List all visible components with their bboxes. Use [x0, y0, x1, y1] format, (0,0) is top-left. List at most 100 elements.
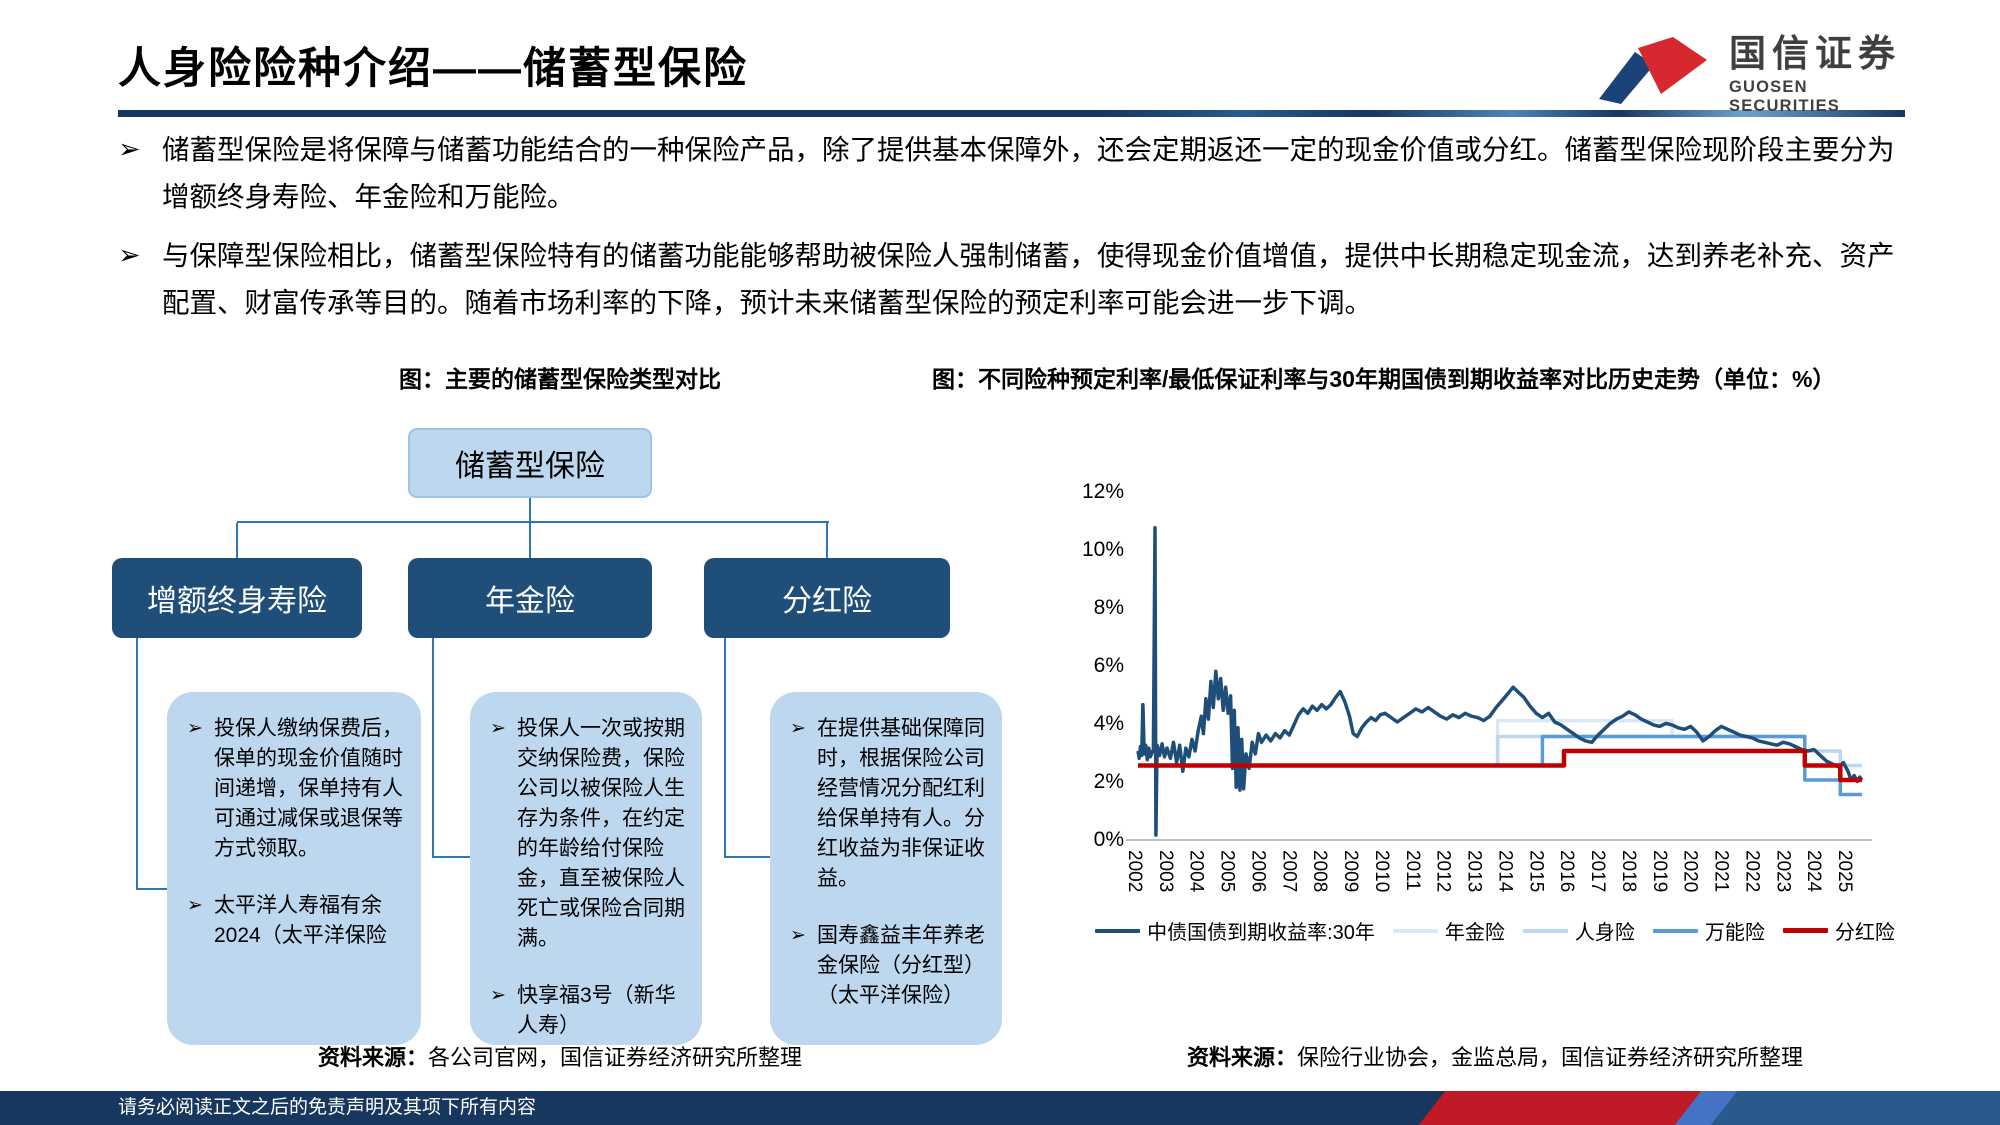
- arrow-bullet-icon: ➢: [187, 895, 203, 916]
- x-tick-label: 2018: [1618, 850, 1639, 892]
- x-tick-label: 2010: [1371, 850, 1392, 892]
- guosen-logo-icon: [1593, 35, 1715, 116]
- legend-label: 分红险: [1834, 922, 1895, 944]
- x-tick-label: 2002: [1124, 850, 1145, 892]
- y-tick-label: 10%: [1082, 538, 1124, 561]
- detail-text: 投保人缴纳保费后，保单的现金价值随时间递增，保单持有人可通过减保或退保等方式领取…: [214, 717, 403, 860]
- detail-point: ➢ 投保人缴纳保费后，保单的现金价值随时间递增，保单持有人可通过减保或退保等方式…: [187, 714, 405, 864]
- left-figure-caption: 图：主要的储蓄型保险类型对比: [399, 366, 721, 392]
- detail-box-participating: ➢ 在提供基础保障同时，根据保险公司经营情况分配红利给保单持有人。分红收益为非保…: [770, 692, 1002, 1045]
- y-tick-label: 0%: [1094, 828, 1124, 851]
- bullet-item: ➢ 储蓄型保险是将保障与储蓄功能结合的一种保险产品，除了提供基本保障外，还会定期…: [118, 126, 1910, 220]
- series-line-分红险: [1138, 748, 1862, 783]
- x-tick-label: 2013: [1464, 850, 1485, 892]
- legend-swatch: [1392, 928, 1438, 933]
- left-source-note: 资料来源：各公司官网，国信证券经济研究所整理: [110, 1040, 1010, 1072]
- detail-point: ➢ 国寿鑫益丰年养老金保险（分红型）（太平洋保险）: [790, 921, 986, 1011]
- right-source-note: 资料来源：保险行业协会，金监总局，国信证券经济研究所整理: [1080, 1040, 1910, 1072]
- page-title: 人身险险种介绍——储蓄型保险: [118, 45, 748, 93]
- detail-box-annuity: ➢ 投保人一次或按期交纳保险费，保险公司以被保险人生存为条件，在约定的年龄给付保…: [470, 692, 702, 1045]
- connector-elbow: [432, 638, 470, 858]
- y-tick-label: 2%: [1094, 770, 1124, 793]
- legend-item: 分红险: [1782, 916, 1895, 945]
- legend-item: 中债国债到期收益率:30年: [1095, 916, 1375, 945]
- y-tick-label: 6%: [1094, 654, 1124, 677]
- detail-text: 快享福3号（新华人寿）: [517, 984, 676, 1037]
- arrow-bullet-icon: ➢: [490, 985, 506, 1006]
- x-tick-label: 2017: [1587, 850, 1608, 892]
- source-text: 各公司官网，国信证券经济研究所整理: [428, 1045, 803, 1070]
- x-tick-label: 2024: [1803, 850, 1824, 893]
- connector-elbow: [136, 638, 167, 890]
- arrow-bullet-icon: ➢: [790, 925, 806, 946]
- x-tick-label: 2005: [1217, 850, 1238, 892]
- legend-swatch: [1095, 928, 1141, 933]
- x-tick-label: 2019: [1649, 850, 1670, 892]
- connector-line: [529, 523, 531, 558]
- detail-text: 太平洋人寿福有余2024（太平洋保险: [214, 894, 387, 947]
- branch-node-annuity: 年金险: [408, 558, 652, 638]
- arrow-bullet-icon: ➢: [118, 240, 141, 270]
- legend-label: 年金险: [1444, 922, 1505, 944]
- x-tick-label: 2009: [1340, 850, 1361, 892]
- legend-item: 万能险: [1652, 916, 1765, 945]
- arrow-bullet-icon: ➢: [187, 718, 203, 739]
- chart-legend: 中债国债到期收益率:30年 年金险 人身险 万能险 分红险: [1080, 916, 1910, 945]
- legend-swatch: [1652, 928, 1698, 933]
- footer-disclaimer: 请务必阅读正文之后的免责声明及其项下所有内容: [118, 1097, 537, 1118]
- connector-line: [529, 498, 531, 521]
- source-text: 保险行业协会，金监总局，国信证券经济研究所整理: [1297, 1045, 1804, 1070]
- x-tick-label: 2025: [1834, 850, 1855, 892]
- legend-swatch: [1522, 928, 1568, 933]
- y-tick-label: 12%: [1082, 480, 1124, 503]
- logo-text: 国信证券 GUOSEN SECURITIES: [1729, 34, 1913, 116]
- y-tick-label: 4%: [1094, 712, 1124, 735]
- detail-point: ➢ 在提供基础保障同时，根据保险公司经营情况分配红利给保单持有人。分红收益为非保…: [790, 714, 986, 894]
- source-label: 资料来源：: [1186, 1045, 1297, 1070]
- legend-item: 人身险: [1522, 916, 1635, 945]
- x-tick-label: 2004: [1186, 850, 1207, 893]
- arrow-bullet-icon: ➢: [790, 718, 806, 739]
- legend-label: 中债国债到期收益率:30年: [1147, 922, 1375, 944]
- right-figure-caption: 图：不同险种预定利率/最低保证利率与30年期国债到期收益率对比历史走势（单位：%…: [932, 366, 1836, 392]
- arrow-bullet-icon: ➢: [118, 134, 141, 164]
- x-tick-label: 2023: [1772, 850, 1793, 892]
- x-tick-label: 2008: [1309, 850, 1330, 892]
- x-tick-label: 2016: [1556, 850, 1577, 892]
- legend-swatch: [1782, 928, 1828, 933]
- detail-box-whole-life: ➢ 投保人缴纳保费后，保单的现金价值随时间递增，保单持有人可通过减保或退保等方式…: [167, 692, 421, 1045]
- detail-text: 投保人一次或按期交纳保险费，保险公司以被保险人生存为条件，在约定的年龄给付保险金…: [517, 717, 685, 950]
- series-line-中债国债到期收益率:30年: [1136, 525, 1864, 837]
- x-tick-label: 2012: [1433, 850, 1454, 892]
- legend-label: 万能险: [1704, 922, 1765, 944]
- title-divider: [118, 110, 1905, 117]
- bullet-text: 与保障型保险相比，储蓄型保险特有的储蓄功能能够帮助被保险人强制储蓄，使得现金价值…: [162, 240, 1895, 318]
- x-tick-label: 2011: [1402, 850, 1423, 891]
- x-tick-label: 2015: [1525, 850, 1546, 892]
- connector-line: [826, 523, 828, 558]
- logo-name-en: GUOSEN SECURITIES: [1729, 78, 1841, 115]
- detail-text: 国寿鑫益丰年养老金保险（分红型）（太平洋保险）: [817, 924, 985, 1007]
- connector-line: [237, 521, 829, 523]
- legend-item: 年金险: [1392, 916, 1505, 945]
- detail-point: ➢ 快享福3号（新华人寿）: [490, 981, 686, 1041]
- detail-point: ➢ 投保人一次或按期交纳保险费，保险公司以被保险人生存为条件，在约定的年龄给付保…: [490, 714, 686, 954]
- flowchart-root-node: 储蓄型保险: [408, 428, 652, 498]
- legend-label: 人身险: [1574, 922, 1635, 944]
- line-chart: 0% 2% 4% 6% 8% 10% 12% 2002 2003 2004 2005 2006 2007…: [1082, 480, 1872, 893]
- bullet-item: ➢ 与保障型保险相比，储蓄型保险特有的储蓄功能能够帮助被保险人强制储蓄，使得现金…: [118, 232, 1910, 326]
- x-tick-label: 2022: [1741, 850, 1762, 892]
- footer-decor-blue: [1706, 1091, 2000, 1125]
- x-tick-label: 2020: [1680, 850, 1701, 892]
- x-tick-label: 2007: [1278, 850, 1299, 892]
- x-tick-label: 2014: [1494, 850, 1515, 893]
- x-tick-label: 2021: [1711, 850, 1732, 892]
- logo-name-cn: 国信证券: [1729, 33, 1901, 74]
- detail-text: 在提供基础保障同时，根据保险公司经营情况分配红利给保单持有人。分红收益为非保证收…: [817, 717, 985, 890]
- connector-elbow: [724, 638, 770, 858]
- branch-node-whole-life: 增额终身寿险: [112, 558, 362, 638]
- connector-line: [236, 523, 238, 558]
- detail-point: ➢ 太平洋人寿福有余2024（太平洋保险: [187, 891, 405, 951]
- company-logo: 国信证券 GUOSEN SECURITIES: [1593, 34, 1913, 116]
